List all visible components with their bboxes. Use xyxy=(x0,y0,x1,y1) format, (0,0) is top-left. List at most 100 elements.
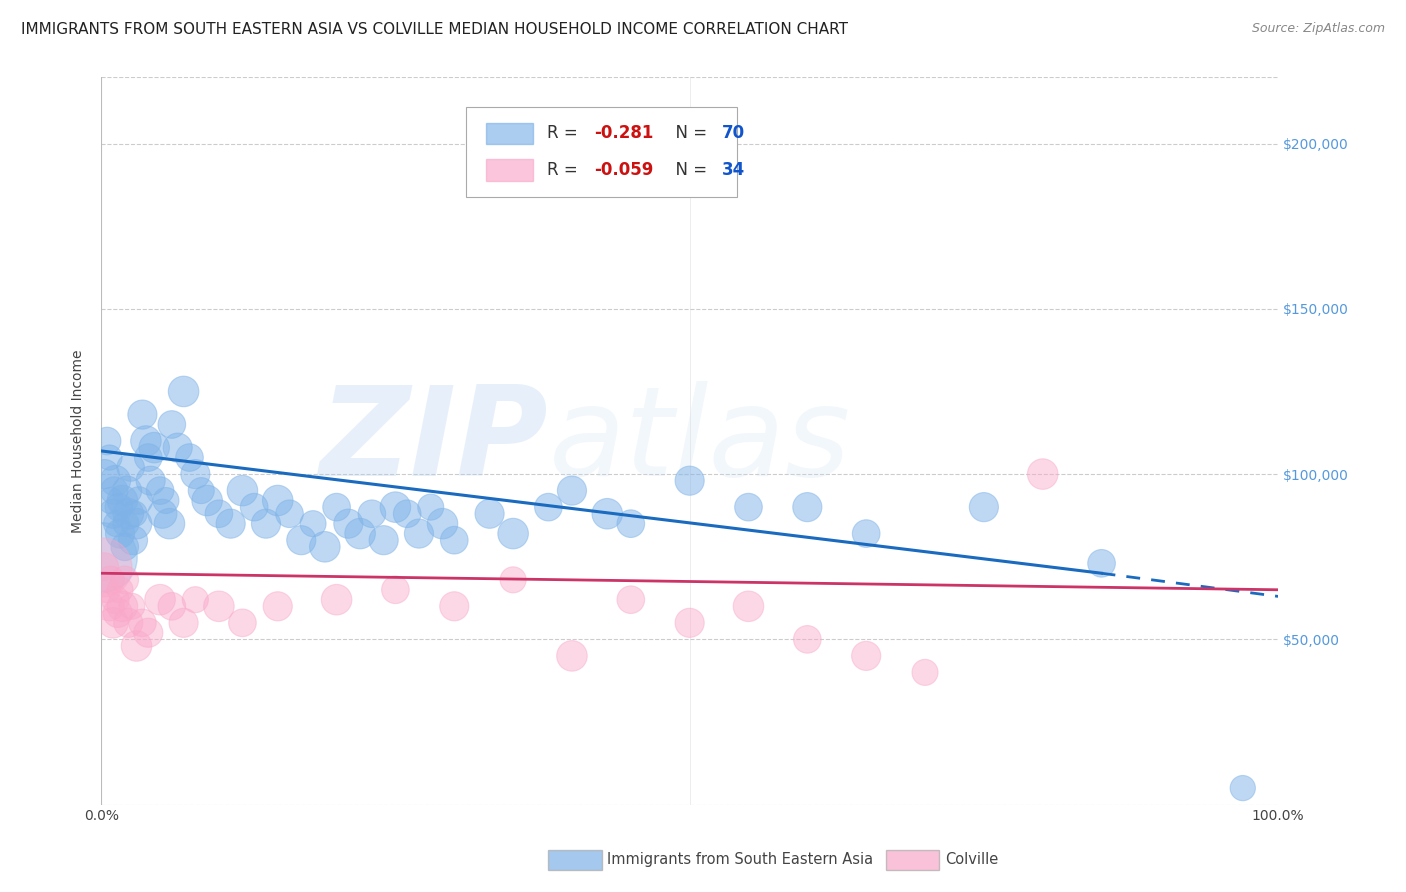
Point xyxy=(115,483,138,498)
Point xyxy=(478,507,501,521)
Point xyxy=(267,599,290,614)
Point xyxy=(561,483,583,498)
Text: -0.059: -0.059 xyxy=(595,161,654,178)
Point xyxy=(408,526,430,541)
Point xyxy=(620,516,643,531)
Point xyxy=(679,615,702,630)
Point xyxy=(108,582,131,597)
Point xyxy=(108,500,131,515)
Point xyxy=(325,592,347,607)
Point xyxy=(290,533,312,548)
Point xyxy=(93,467,115,481)
Point xyxy=(101,507,124,521)
Point xyxy=(143,441,166,455)
Point xyxy=(166,441,188,455)
Point xyxy=(120,460,142,475)
Point xyxy=(231,615,253,630)
Point xyxy=(1232,781,1254,796)
Text: Immigrants from South Eastern Asia: Immigrants from South Eastern Asia xyxy=(607,853,873,867)
Point xyxy=(149,483,172,498)
Text: R =: R = xyxy=(547,161,583,178)
Point xyxy=(502,526,524,541)
Point xyxy=(1032,467,1054,481)
Point xyxy=(98,450,121,465)
Point xyxy=(373,533,395,548)
Point xyxy=(91,549,114,564)
Point xyxy=(149,592,172,607)
Point xyxy=(96,582,118,597)
Point xyxy=(91,559,114,574)
Point xyxy=(314,540,336,554)
Point xyxy=(184,592,207,607)
Point xyxy=(208,507,231,521)
Point xyxy=(173,615,195,630)
Point xyxy=(596,507,619,521)
Point xyxy=(432,516,454,531)
Text: 34: 34 xyxy=(721,161,745,178)
Point xyxy=(267,493,290,508)
Point xyxy=(679,474,702,488)
Point xyxy=(122,533,145,548)
Point xyxy=(384,500,406,515)
Point xyxy=(208,599,231,614)
Point xyxy=(219,516,242,531)
Text: R =: R = xyxy=(547,124,583,143)
Point xyxy=(136,450,159,465)
FancyBboxPatch shape xyxy=(465,106,737,197)
Point xyxy=(108,526,131,541)
FancyBboxPatch shape xyxy=(486,159,533,181)
Point xyxy=(93,559,115,574)
Point xyxy=(104,592,127,607)
FancyBboxPatch shape xyxy=(486,122,533,145)
Point xyxy=(100,573,122,587)
Point xyxy=(128,493,150,508)
Point xyxy=(115,516,138,531)
Point xyxy=(139,474,162,488)
Point xyxy=(122,507,145,521)
Text: ZIP: ZIP xyxy=(319,381,548,501)
Point xyxy=(114,573,136,587)
Y-axis label: Median Household Income: Median Household Income xyxy=(72,350,86,533)
Point xyxy=(105,516,128,531)
Point xyxy=(419,500,441,515)
Point xyxy=(107,606,129,620)
Point xyxy=(195,493,218,508)
Point xyxy=(243,500,266,515)
Point xyxy=(179,450,201,465)
Point xyxy=(125,516,148,531)
Point xyxy=(855,648,877,663)
Point xyxy=(111,599,134,614)
Text: N =: N = xyxy=(665,124,713,143)
Point xyxy=(973,500,995,515)
Point xyxy=(796,500,818,515)
Point xyxy=(502,573,524,587)
Point xyxy=(396,507,419,521)
Point xyxy=(302,516,325,531)
Point xyxy=(561,648,583,663)
Text: 70: 70 xyxy=(721,124,745,143)
Point xyxy=(184,467,207,481)
Text: Colville: Colville xyxy=(945,853,998,867)
Point xyxy=(231,483,253,498)
Point xyxy=(159,516,181,531)
Point xyxy=(349,526,371,541)
Point xyxy=(114,540,136,554)
Point xyxy=(96,434,118,448)
Point xyxy=(855,526,877,541)
Point xyxy=(173,384,195,399)
Point xyxy=(278,507,301,521)
Point xyxy=(152,507,174,521)
Point xyxy=(443,533,465,548)
Point xyxy=(537,500,560,515)
Point xyxy=(796,632,818,647)
Point xyxy=(737,500,759,515)
Point xyxy=(103,483,125,498)
Text: IMMIGRANTS FROM SOUTH EASTERN ASIA VS COLVILLE MEDIAN HOUSEHOLD INCOME CORRELATI: IMMIGRANTS FROM SOUTH EASTERN ASIA VS CO… xyxy=(21,22,848,37)
Point xyxy=(111,493,134,508)
Point xyxy=(135,434,157,448)
Text: atlas: atlas xyxy=(548,381,851,501)
Point xyxy=(121,599,143,614)
Point xyxy=(101,615,124,630)
Point xyxy=(443,599,465,614)
Point xyxy=(104,474,127,488)
